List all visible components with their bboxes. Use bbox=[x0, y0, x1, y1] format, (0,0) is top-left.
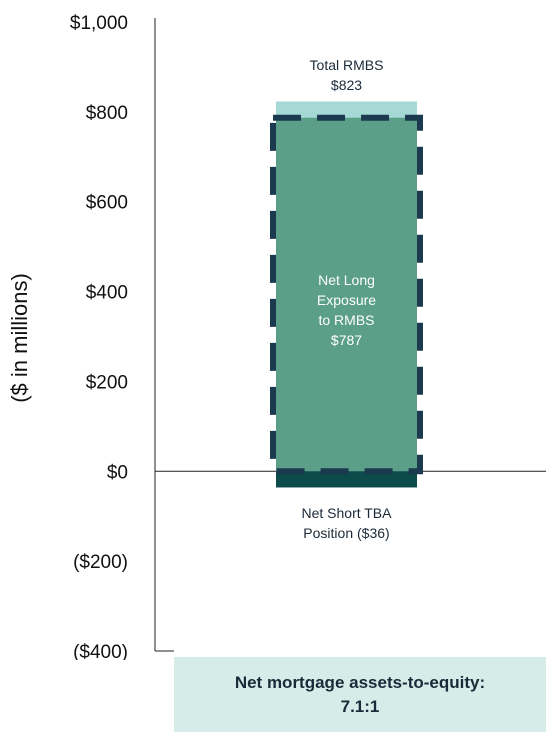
leverage-ratio-text: Net mortgage assets-to-equity: 7.1:1 bbox=[235, 671, 485, 719]
leverage-ratio-caption: Net mortgage assets-to-equity: bbox=[234, 672, 486, 692]
bar-labels: Total RMBS $823 Net Long Exposure to RMBS $78… bbox=[301, 57, 392, 541]
bar-net-short-tba bbox=[276, 471, 417, 488]
y-tick-label: $1,000 bbox=[70, 13, 128, 34]
label-net-long-exposure: Net Long Exposure to RMBS $787 bbox=[317, 272, 376, 348]
y-axis-label: ($ in millions) bbox=[7, 273, 32, 403]
net-long-dashed-outline bbox=[270, 114, 423, 475]
chart: $1,000 $800 $600 $400 $200 $0 ($200) ($400) Tot… bbox=[7, 13, 546, 660]
y-axis-ticks: $1,000 $800 $600 $400 $200 $0 ($200) ($400) bbox=[70, 13, 128, 660]
y-tick-label: $400 bbox=[86, 283, 128, 304]
bars bbox=[270, 101, 423, 488]
y-tick-label: ($400) bbox=[73, 642, 128, 660]
y-tick-label: ($200) bbox=[73, 552, 128, 573]
y-tick-label: $800 bbox=[86, 103, 128, 124]
leverage-ratio-value: 7.1:1 bbox=[340, 696, 380, 716]
label-net-short-tba: Net Short TBA Position ($36) bbox=[301, 505, 392, 541]
leverage-ratio-box: Net mortgage assets-to-equity: 7.1:1 bbox=[174, 657, 546, 732]
y-tick-label: $0 bbox=[107, 462, 128, 483]
bar-net-long-exposure bbox=[276, 117, 417, 472]
label-total-rmbs: Total RMBS $823 bbox=[310, 57, 384, 93]
y-tick-label: $200 bbox=[86, 372, 128, 393]
y-tick-label: $600 bbox=[86, 193, 128, 214]
